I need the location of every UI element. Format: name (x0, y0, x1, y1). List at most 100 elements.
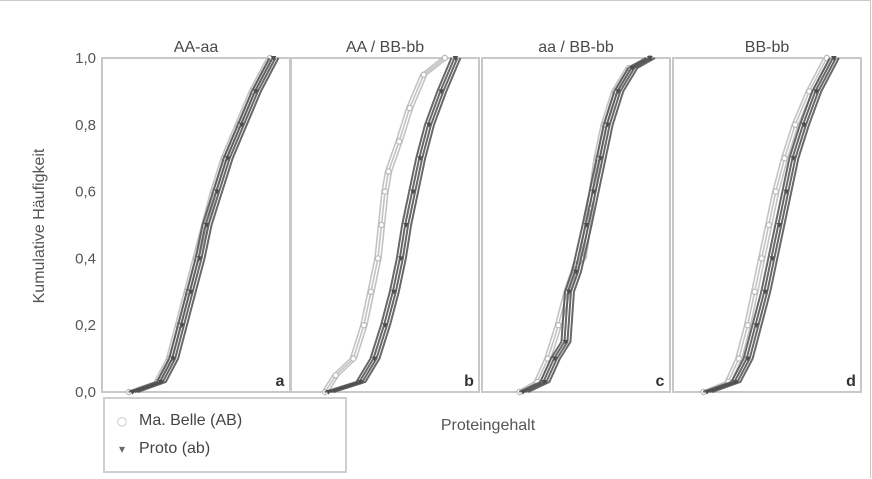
series-line-ma-belle (700, 57, 825, 393)
y-axis-label: Kumulative Häufigkeit (31, 148, 48, 303)
data-point-proto (357, 379, 364, 385)
data-point-proto (566, 289, 572, 295)
data-point-proto (410, 189, 416, 195)
series-line-proto (128, 57, 271, 393)
data-point-ma-belle (555, 322, 562, 329)
data-point-proto (179, 323, 185, 328)
data-point-proto (253, 89, 259, 94)
panel-title: aa / BB-bb (538, 39, 614, 56)
panel-a: AA-aa a (101, 39, 291, 396)
series-line-proto (705, 57, 834, 393)
data-point-proto (704, 390, 710, 395)
data-point-proto (590, 189, 597, 195)
data-point-ma-belle (744, 322, 751, 329)
data-point-proto (783, 189, 790, 195)
y-tick-label: 0,6 (75, 184, 96, 201)
data-point-ma-belle (441, 54, 449, 62)
data-point-proto (744, 356, 751, 362)
panel-frame (290, 57, 480, 393)
data-point-ma-belle (374, 255, 382, 262)
data-point-proto (615, 89, 622, 94)
data-point-proto (403, 223, 409, 228)
data-point-ma-belle (360, 322, 368, 329)
series-line-proto (330, 57, 459, 393)
data-point-proto (583, 223, 590, 228)
series-line-proto (333, 57, 462, 393)
data-point-proto (187, 289, 194, 295)
y-tick-label: 1,0 (75, 50, 96, 67)
data-point-ma-belle (751, 288, 758, 295)
panel-frame (481, 57, 671, 393)
data-point-proto (382, 323, 388, 328)
data-point-proto (753, 323, 760, 328)
data-point-proto (541, 379, 548, 385)
data-point-proto (732, 379, 739, 385)
series-line-proto (524, 57, 653, 393)
data-point-ma-belle (381, 188, 389, 195)
series-line-proto (527, 57, 656, 393)
data-point-proto (573, 269, 579, 275)
data-point-ma-belle (420, 71, 427, 78)
data-point-proto (270, 56, 277, 61)
series-line-proto (324, 57, 453, 393)
data-point-proto (629, 66, 636, 71)
panel-d: BB-bb d (672, 39, 862, 396)
series-line-proto (518, 57, 647, 393)
data-point-ma-belle (350, 355, 357, 362)
data-point-proto (762, 289, 769, 295)
data-point-proto (214, 189, 220, 195)
legend-label-proto: Proto (ab) (139, 440, 211, 457)
data-point-ma-belle (378, 221, 385, 229)
data-point-proto (520, 390, 526, 395)
data-point-proto (769, 256, 776, 261)
panel-letter: c (656, 373, 665, 390)
data-point-proto (647, 56, 653, 61)
data-point-proto (552, 356, 558, 362)
data-point-ma-belle (395, 138, 403, 145)
data-point-proto (831, 56, 837, 61)
data-point-ma-belle (385, 168, 392, 175)
data-point-proto (562, 339, 569, 345)
data-point-proto (604, 122, 611, 128)
panel-frame (101, 57, 291, 393)
data-point-proto (417, 156, 423, 161)
y-tick-label: 0,2 (75, 317, 96, 334)
legend-label-ma-belle: Ma. Belle (AB) (139, 412, 243, 429)
data-point-proto (790, 156, 797, 161)
data-point-proto (129, 390, 136, 395)
y-tick-label: 0,0 (75, 384, 96, 401)
data-point-proto (426, 122, 432, 128)
series-line-ma-belle (703, 57, 828, 393)
y-tick-label: 0,8 (75, 117, 96, 134)
data-point-proto (391, 289, 397, 295)
series-line-proto (137, 57, 280, 393)
data-point-proto (158, 379, 164, 385)
data-point-ma-belle (758, 255, 765, 262)
legend-item-proto: ▾ Proto (ab) (105, 437, 210, 461)
series-line-ma-belle (125, 57, 268, 393)
data-point-proto (325, 390, 332, 395)
series-line-proto (702, 57, 831, 393)
panel-letter: b (464, 373, 474, 390)
data-point-proto (813, 89, 820, 94)
series-line-ma-belle (327, 57, 449, 393)
panel-letter: a (276, 373, 285, 390)
x-axis-label: Proteingehalt (441, 417, 536, 434)
data-point-proto (224, 156, 231, 161)
y-tick-labels: 0,0 0,2 0,4 0,6 0,8 1,0 (75, 50, 96, 401)
data-point-proto (203, 223, 210, 228)
panel-b: AA / BB-bb b (290, 39, 480, 396)
panel-letter: d (846, 373, 856, 390)
data-point-ma-belle (406, 104, 413, 112)
legend: ○ Ma. Belle (AB) ▾ Proto (ab) (103, 397, 347, 473)
data-point-proto (801, 122, 807, 128)
panel-frame (672, 57, 862, 393)
series-line-proto (134, 57, 277, 393)
data-point-proto (776, 223, 783, 228)
data-point-proto (170, 356, 176, 362)
legend-item-ma-belle: ○ Ma. Belle (AB) (105, 409, 242, 433)
panel-title: AA-aa (174, 39, 219, 56)
data-point-ma-belle (332, 372, 339, 379)
